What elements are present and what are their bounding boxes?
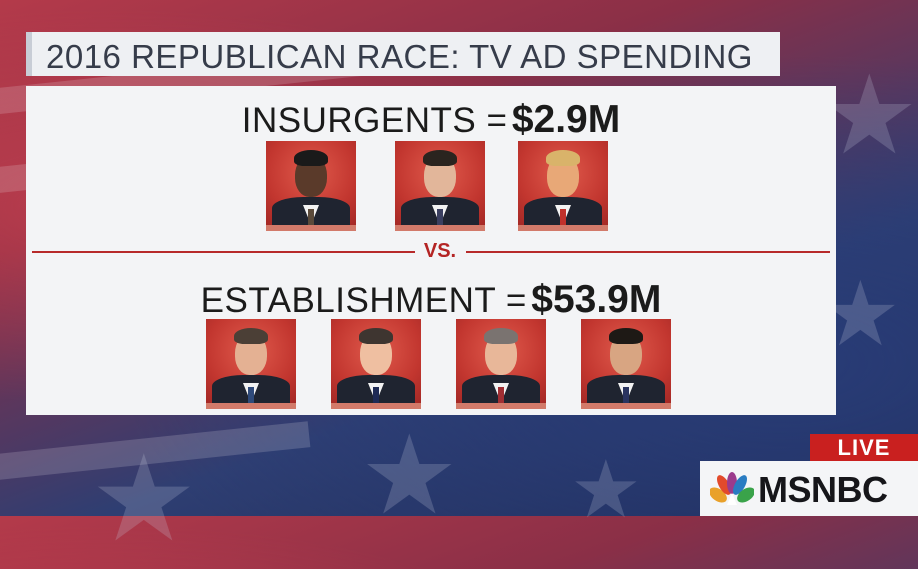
background-star-icon: ★ [360,411,459,539]
portrait-tie [373,387,379,403]
peacock-icon [710,472,754,505]
portrait-band [331,403,421,409]
portrait-hair [484,328,518,344]
background-star-icon: ★ [90,430,198,569]
insurgents-label: INSURGENTS = [241,101,508,140]
portrait-hair [546,150,580,166]
portrait-hair [423,150,457,166]
portrait-ted-cruz [395,141,485,231]
portrait-marco-rubio [581,319,671,409]
insurgents-amount: $2.9M [511,98,621,141]
live-badge: LIVE [810,434,918,461]
portrait-jeb-bush [206,319,296,409]
portrait-band [206,403,296,409]
portrait-tie [437,209,443,225]
spending-panel: INSURGENTS = $2.9M VS. ESTABLISHMENT = $… [26,86,836,415]
background-star-icon: ★ [820,51,918,179]
portrait-tie [248,387,254,403]
network-logo: MSNBC [700,461,918,516]
portrait-tie [623,387,629,403]
portrait-hair [359,328,393,344]
divider-left [32,251,415,253]
portrait-chris-christie [331,319,421,409]
portrait-tie [308,209,314,225]
portrait-band [395,225,485,231]
page-title: 2016 REPUBLICAN RACE: TV AD SPENDING [46,38,753,75]
establishment-heading: ESTABLISHMENT = $53.9M [26,278,836,322]
portrait-john-kasich [456,319,546,409]
portrait-ben-carson [266,141,356,231]
portrait-band [581,403,671,409]
background-star-icon: ★ [570,443,642,536]
portrait-band [266,225,356,231]
portrait-donald-trump [518,141,608,231]
establishment-amount: $53.9M [531,278,662,321]
portrait-hair [234,328,268,344]
network-name: MSNBC [758,469,888,510]
portrait-tie [560,209,566,225]
portrait-band [456,403,546,409]
establishment-label: ESTABLISHMENT = [200,281,527,320]
vs-label: VS. [423,240,457,262]
divider-right [466,251,830,253]
title-bar: 2016 REPUBLICAN RACE: TV AD SPENDING [26,32,780,76]
portrait-band [518,225,608,231]
insurgents-heading: INSURGENTS = $2.9M [26,98,836,142]
portrait-hair [609,328,643,344]
portrait-tie [498,387,504,403]
portrait-hair [294,150,328,166]
